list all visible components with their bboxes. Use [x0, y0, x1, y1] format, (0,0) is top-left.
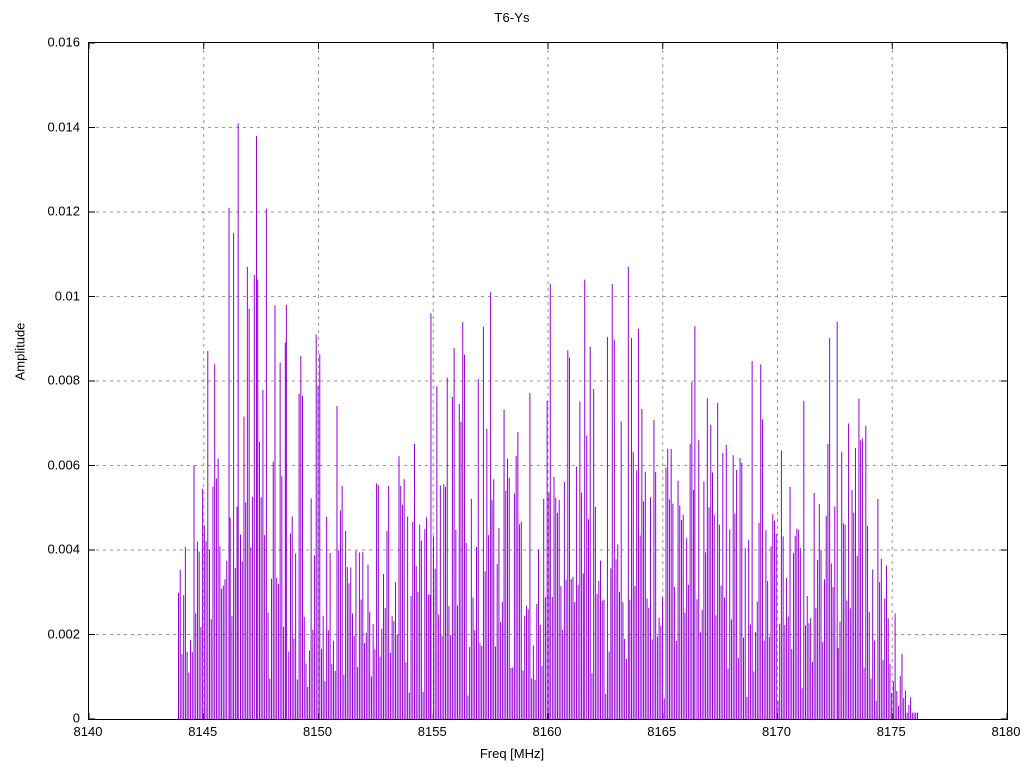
- tick-marks: [89, 43, 1007, 719]
- y-tick-label: 0.006: [47, 457, 80, 472]
- y-tick-label: 0.012: [47, 203, 80, 219]
- x-tick-label: 8155: [417, 724, 447, 739]
- y-tick-label: 0.016: [47, 34, 80, 50]
- spectrum-plot: [89, 43, 1007, 719]
- x-tick-label: 8175: [876, 724, 906, 739]
- x-tick-label: 8145: [188, 724, 218, 739]
- y-tick-label: 0.002: [47, 626, 80, 641]
- plot-area: [88, 42, 1008, 720]
- y-tick-label: 0: [72, 710, 80, 726]
- y-tick-label: 0.01: [54, 288, 80, 303]
- x-axis-label: Freq [MHz]: [479, 746, 545, 761]
- y-axis-tick-labels: 0 0.002 0.004 0.006 0.008 0.01 0.012 0.014 0.016: [8, 35, 80, 726]
- y-tick-label: 0.014: [47, 119, 80, 134]
- x-tick-label: 8160: [532, 724, 562, 739]
- x-tick-label: 8140: [73, 724, 103, 739]
- x-tick-label: 8180: [991, 724, 1021, 739]
- x-axis-tick-labels: 8140 8145 8150 8155 8160 8165 8170 8175 8180: [74, 724, 1021, 744]
- chart-title: T6-Ys: [494, 10, 530, 25]
- y-tick-label: 0.008: [47, 372, 80, 388]
- x-tick-label: 8170: [762, 724, 791, 739]
- y-tick-label: 0.004: [47, 541, 80, 557]
- x-tick-label: 8165: [647, 724, 677, 739]
- series-0: [178, 123, 918, 719]
- x-tick-label: 8150: [303, 724, 332, 739]
